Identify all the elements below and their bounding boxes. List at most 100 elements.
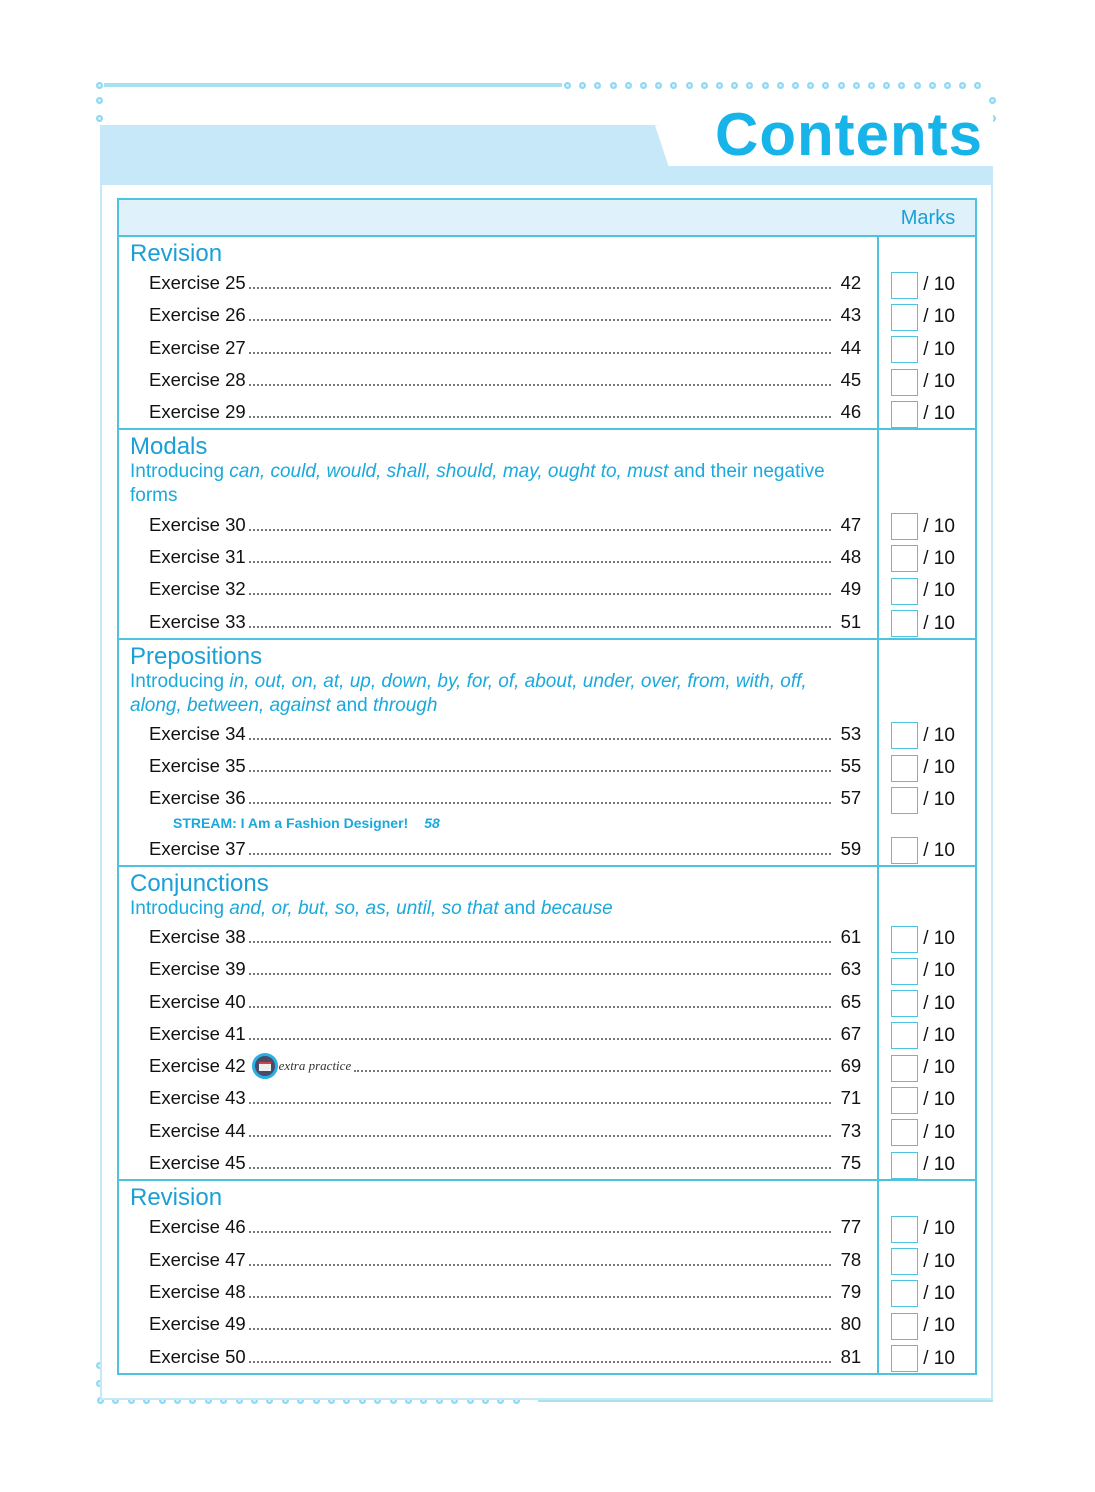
marks-input-box[interactable]: [891, 722, 919, 750]
frame-dot: [640, 82, 647, 89]
marks-input-box[interactable]: [891, 957, 919, 985]
marks-input-box[interactable]: [891, 754, 919, 782]
marks-input-box[interactable]: [891, 1345, 919, 1373]
stream-title: STREAM: I Am a Fashion Designer!: [173, 814, 409, 831]
exercise-row[interactable]: Exercise 40 65 / 10: [119, 985, 975, 1018]
dot-leader: [248, 802, 832, 805]
exercise-row[interactable]: Exercise 42 extra practice 69 / 10: [119, 1050, 975, 1082]
marks-input-box[interactable]: [891, 610, 919, 638]
page-number: 75: [840, 1152, 862, 1174]
exercise-label: Exercise 34: [149, 722, 246, 744]
marks-input-box[interactable]: [891, 990, 919, 1018]
marks-cell: / 10: [877, 922, 975, 953]
marks-total: / 10: [923, 580, 955, 602]
marks-cell: / 10: [877, 1148, 975, 1179]
exercise-row[interactable]: Exercise 48 79 / 10: [119, 1276, 975, 1308]
marks-input-box[interactable]: [891, 786, 919, 814]
exercise-row[interactable]: Exercise 33 51 / 10: [119, 605, 975, 638]
exercise-label: Exercise 38: [149, 926, 246, 947]
marks-cell: / 10: [877, 509, 975, 541]
marks-input-box[interactable]: [891, 545, 919, 573]
dot-leader: [248, 1328, 832, 1331]
exercise-row[interactable]: Exercise 31 48 / 10: [119, 541, 975, 573]
exercise-row[interactable]: Exercise 37 59 / 10: [119, 833, 975, 865]
marks-input-box[interactable]: [891, 1151, 919, 1179]
marks-input-box[interactable]: [891, 303, 919, 331]
marks-total: / 10: [923, 371, 955, 393]
frame-dot: [731, 82, 739, 89]
subtitle-segment: can, could, would, shall, should, may, o…: [229, 461, 669, 483]
section-title: Conjunctions: [130, 869, 269, 897]
marks-total: / 10: [923, 338, 955, 360]
dot-leader: [248, 384, 832, 387]
marks-cell: / 10: [877, 1115, 975, 1147]
exercise-row[interactable]: Exercise 28 45 / 10: [119, 364, 975, 396]
exercise-entry: Exercise 46 77: [119, 1216, 875, 1238]
marks-input-box[interactable]: [891, 1312, 919, 1340]
exercise-label: Exercise 44: [149, 1119, 246, 1141]
section-title: Revision: [130, 240, 223, 267]
frame-dot: [685, 82, 693, 89]
marks-input-box[interactable]: [891, 1054, 919, 1082]
subtitle-segment: Introducing: [130, 461, 230, 483]
marks-input-box[interactable]: [891, 336, 919, 364]
frame-dot: [974, 82, 982, 89]
dot-leader: [248, 1231, 832, 1234]
exercise-row[interactable]: Exercise 38 61 / 10: [119, 921, 975, 953]
page-number: 71: [840, 1087, 862, 1109]
page-title: Contents: [715, 101, 983, 168]
exercise-row[interactable]: Exercise 36 57 / 10: [119, 782, 975, 814]
marks-input-box[interactable]: [891, 1119, 919, 1147]
frame-dot: [96, 97, 103, 104]
exercise-row[interactable]: Exercise 39 63 / 10: [119, 953, 975, 985]
marks-input-box[interactable]: [891, 1280, 919, 1308]
marks-input-box[interactable]: [891, 271, 919, 299]
exercise-label: Exercise 32: [149, 578, 246, 600]
exercise-row[interactable]: Exercise 32 49 / 10: [119, 573, 975, 605]
marks-input-box[interactable]: [891, 577, 919, 605]
subtitle-segment: and their negative forms: [130, 461, 825, 507]
marks-total: / 10: [923, 1089, 955, 1111]
subtitle-segment: Introducing: [130, 670, 230, 692]
frame-dot: [989, 97, 996, 104]
exercise-label: Exercise 43: [149, 1087, 246, 1109]
marks-input-box[interactable]: [891, 1248, 919, 1276]
exercise-row[interactable]: Exercise 27 44 / 10: [119, 332, 975, 364]
marks-input-box[interactable]: [891, 368, 919, 396]
exercise-row[interactable]: Exercise 43 71 / 10: [119, 1082, 975, 1114]
exercise-row[interactable]: Exercise 47 78 / 10: [119, 1244, 975, 1276]
page-number: 51: [840, 610, 862, 632]
marks-input-box[interactable]: [891, 1215, 919, 1243]
subtitle-segment: and, or, but, so, as, until, so that: [229, 897, 499, 919]
exercise-entry: Exercise 27 44: [119, 337, 875, 359]
exercise-row[interactable]: Exercise 34 53 / 10: [119, 718, 975, 750]
dot-leader: [248, 973, 832, 976]
exercise-row[interactable]: Exercise 44 73 / 10: [119, 1115, 975, 1147]
marks-total: / 10: [923, 1218, 955, 1240]
exercise-entry: Exercise 39 63: [119, 958, 875, 980]
exercise-row[interactable]: Exercise 30 47 / 10: [119, 508, 975, 541]
page-number: 44: [840, 336, 862, 358]
frame-dot: [792, 82, 799, 89]
dot-leader: [248, 1134, 832, 1137]
marks-input-box[interactable]: [891, 837, 919, 865]
marks-input-box[interactable]: [891, 1086, 919, 1114]
exercise-row[interactable]: Exercise 45 75 / 10: [119, 1147, 975, 1179]
exercise-row[interactable]: Exercise 49 80 / 10: [119, 1308, 975, 1340]
frame-dot: [746, 82, 754, 89]
marks-input-box[interactable]: [891, 1022, 919, 1050]
exercise-row[interactable]: Exercise 50 81 / 10: [119, 1340, 975, 1373]
page-number: 81: [840, 1345, 862, 1367]
exercise-row[interactable]: Exercise 35 55 / 10: [119, 750, 975, 782]
exercise-row[interactable]: Exercise 46 77 / 10: [119, 1211, 975, 1243]
marks-input-box[interactable]: [891, 400, 919, 428]
section-title: Revision: [130, 1184, 223, 1212]
exercise-row[interactable]: Exercise 25 42 / 10: [119, 267, 975, 299]
marks-input-box[interactable]: [891, 513, 919, 541]
marks-input-box[interactable]: [891, 925, 919, 953]
exercise-row[interactable]: Exercise 41 67 / 10: [119, 1018, 975, 1050]
marks-cell: / 10: [877, 541, 975, 573]
page-number: 45: [840, 369, 862, 391]
exercise-row[interactable]: Exercise 26 43 / 10: [119, 299, 975, 331]
exercise-row[interactable]: Exercise 29 46 / 10: [119, 396, 975, 428]
